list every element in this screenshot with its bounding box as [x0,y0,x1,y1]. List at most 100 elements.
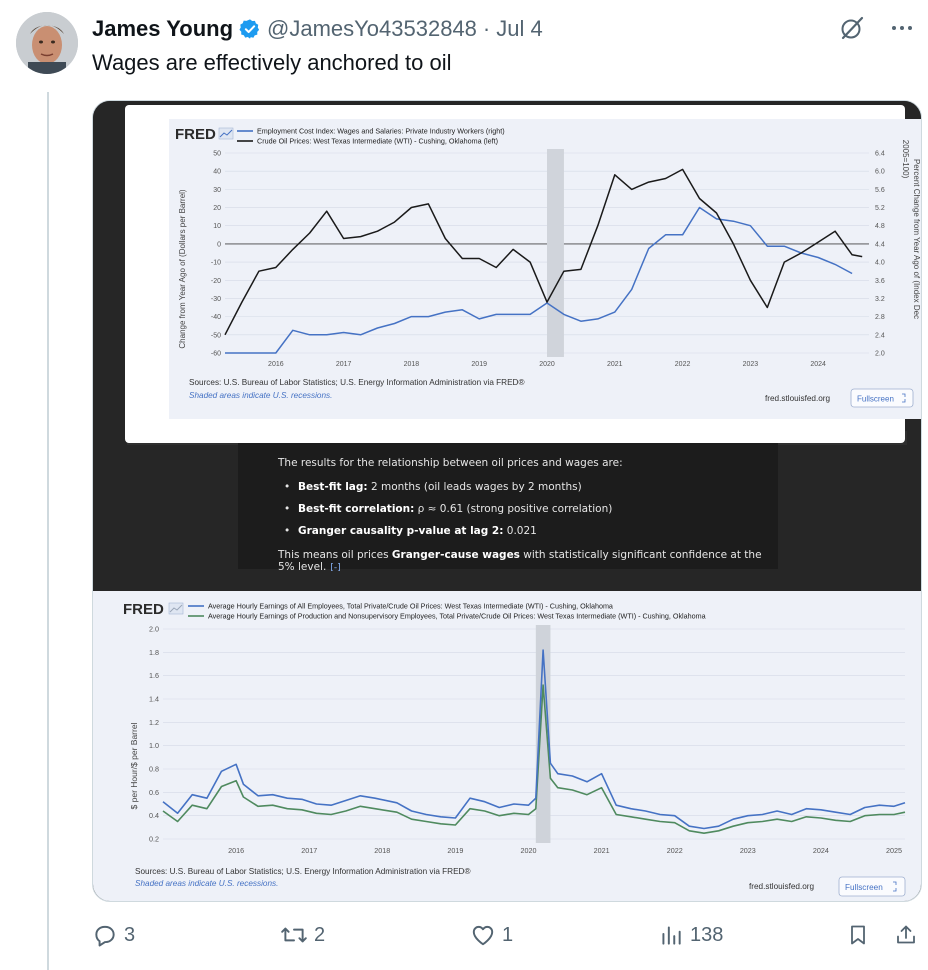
y-tick-label: 1.6 [149,671,159,680]
grok-icon[interactable] [838,14,866,42]
y-tick-label: 0.6 [149,788,159,797]
chart1-site[interactable]: fred.stlouisfed.org [765,394,831,403]
x-tick-label: 2018 [404,361,420,368]
x-tick-label: 2022 [667,846,683,855]
chart2-y-axis-label: $ per Hour/$ per Barrel [129,722,139,809]
chart1-fullscreen-label: Fullscreen [857,395,894,404]
fred-logo-icon [168,602,184,615]
chart2-ticks: 2.0 1.8 1.6 1.4 1.2 1.0 0.8 0.6 0.4 0.2 2016 2017 20… [149,625,902,856]
citation-badge[interactable]: [-] [330,563,341,573]
chart1-ticks: 50 6.4 40 6.0 30 5.6 20 5.2 10 4.8 0 4.4 -10 4.0 -20 3.… [211,151,885,369]
left-tick-label: 30 [213,187,221,194]
x-tick-label: 2019 [447,846,463,855]
right-tick-label: 2.8 [875,314,885,321]
result-item: Best-fit lag: 2 months (oil leads wages … [278,479,612,501]
chart2-svg: FRED Average Hourly Earnings of All Empl… [123,601,906,897]
chart2-panel: FRED Average Hourly Earnings of All Empl… [93,591,921,901]
right-tick-label: 5.2 [875,205,885,212]
chart1-recession-shading [547,149,564,357]
results-list: Best-fit lag: 2 months (oil leads wages … [278,479,612,545]
chart1-shaded-note[interactable]: Shaded areas indicate U.S. recessions. [189,391,332,400]
y-tick-label: 0.4 [149,811,159,820]
left-tick-label: 0 [217,241,221,248]
action-bar: 3 2 1 138 [92,922,922,952]
left-tick-label: 40 [213,169,221,176]
bookmark-button[interactable] [846,922,870,948]
left-tick-label: -30 [211,296,221,303]
left-tick-label: -60 [211,351,221,358]
right-tick-label: 2.0 [875,351,885,358]
fred-logo: FRED [123,601,164,618]
left-tick-label: -10 [211,260,221,267]
y-tick-label: 2.0 [149,625,159,634]
chart2-fullscreen-button[interactable]: Fullscreen [838,876,906,897]
series-line-production-workers [162,684,906,834]
x-tick-label: 2025 [886,846,902,855]
legend-item-2: Crude Oil Prices: West Texas Intermediat… [257,137,498,146]
fullscreen-icon [893,881,897,892]
left-axis-label: Change from Year Ago of (Dollars per Bar… [178,189,187,349]
view-count: 138 [690,923,724,946]
post-date[interactable]: Jul 4 [496,16,543,41]
conclusion-bold: Granger-cause wages [391,549,520,561]
recession-band [535,625,551,843]
chart2-grid [163,628,905,840]
chart1-fullscreen-button[interactable]: Fullscreen [850,388,914,408]
x-tick-label: 2016 [228,846,244,855]
y-tick-label: 1.8 [149,648,159,657]
reply-count: 3 [124,923,136,946]
x-tick-label: 2024 [813,846,829,855]
tweet-text: Wages are effectively anchored to oil [92,50,452,75]
results-conclusion: This means oil prices Granger-cause wage… [278,549,778,573]
like-count: 1 [502,923,514,946]
right-tick-label: 3.2 [875,296,885,303]
result-item: Best-fit correlation: ρ ≈ 0.61 (strong p… [278,501,612,523]
legend-item-1: Employment Cost Index: Wages and Salarie… [257,127,505,136]
fullscreen-icon [902,393,906,403]
avatar-photo [16,12,78,74]
handle[interactable]: @JamesYo43532848 [267,16,477,41]
y-tick-label: 0.8 [149,765,159,774]
legend-item-2: Average Hourly Earnings of Production an… [208,612,706,621]
right-tick-label: 6.4 [875,151,885,158]
chart2-fullscreen-label: Fullscreen [845,883,883,892]
share-button[interactable] [894,922,918,948]
thread-line [47,92,49,970]
conclusion-text-post: with statistically significant confidenc… [278,549,762,573]
left-tick-label: 10 [213,223,221,230]
result-value: 0.021 [503,525,537,537]
like-button[interactable]: 1 [470,922,513,948]
x-tick-label: 2018 [374,846,390,855]
right-tick-label: 2.4 [875,332,885,339]
reply-button[interactable]: 3 [92,922,135,948]
display-name[interactable]: James Young [92,16,234,41]
result-label: Best-fit lag: [298,481,368,493]
chart2-recession-shading [535,625,551,843]
left-tick-label: -40 [211,314,221,321]
chart2-sources: Sources: U.S. Bureau of Labor Statistics… [135,867,471,876]
separator-dot: · [482,16,491,41]
y-tick-label: 1.2 [149,718,159,727]
more-options-icon[interactable] [888,14,916,42]
reply-icon [95,925,115,947]
repost-button[interactable]: 2 [280,922,325,948]
views-button[interactable]: 138 [658,922,723,948]
x-tick-label: 2024 [810,361,826,368]
chart2-site[interactable]: fred.stlouisfed.org [749,882,815,891]
chart1-panel: FRED Employment Cost Index: Wages and Sa… [169,119,921,419]
result-value: ρ ≈ 0.61 (strong positive correlation) [414,503,613,515]
result-item: Granger causality p-value at lag 2: 0.02… [278,523,612,545]
chart2-shaded-note[interactable]: Shaded areas indicate U.S. recessions. [135,879,278,888]
x-tick-label: 2020 [521,846,537,855]
series-line-oil [224,168,863,336]
avatar[interactable] [16,12,78,74]
tweet-media[interactable]: FRED Employment Cost Index: Wages and Sa… [92,100,922,902]
right-tick-label: 6.0 [875,169,885,176]
x-tick-label: 2021 [607,361,623,368]
x-tick-label: 2017 [301,846,317,855]
chart1-series [224,168,863,354]
left-tick-label: -20 [211,278,221,285]
right-axis-label-line2: 2005=100) [901,140,910,179]
result-value: 2 months (oil leads wages by 2 months) [367,481,582,493]
heart-icon [472,925,494,946]
